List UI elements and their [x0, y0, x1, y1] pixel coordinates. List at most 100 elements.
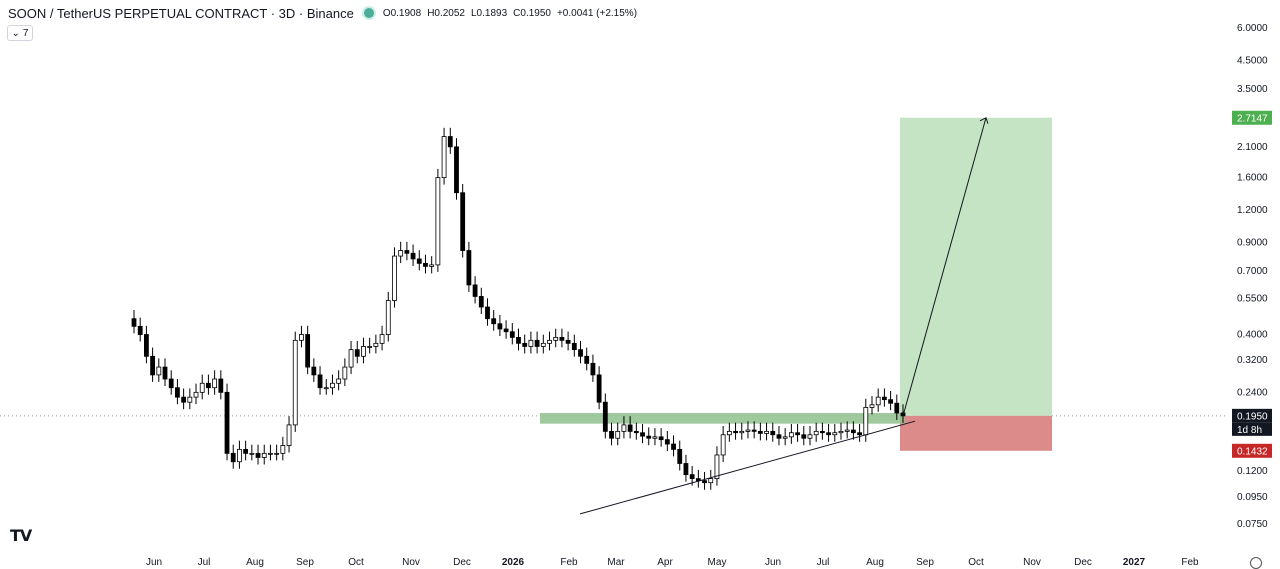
candle: [726, 422, 732, 442]
candle: [850, 421, 856, 440]
candle-body: [137, 325, 143, 335]
target-price-badge-text: 2.7147: [1237, 113, 1268, 124]
candle-body: [206, 382, 211, 389]
candle: [230, 444, 236, 469]
candle-body: [144, 334, 149, 357]
candle: [807, 426, 813, 446]
candle: [714, 446, 720, 486]
candle-body: [875, 396, 881, 406]
y-tick-label: 0.7000: [1237, 266, 1268, 277]
candle: [813, 422, 819, 442]
x-tick-label: Dec: [1074, 557, 1092, 568]
candle: [175, 379, 180, 405]
candle-body: [733, 430, 738, 434]
candle-body: [286, 424, 292, 446]
settings-gear-icon[interactable]: [1250, 557, 1262, 569]
candle-body: [714, 454, 720, 480]
candle-body: [156, 366, 162, 376]
candle: [367, 337, 373, 354]
candle: [658, 428, 664, 447]
candle-body: [230, 452, 236, 463]
candle-body: [168, 378, 174, 389]
candle: [224, 383, 230, 461]
target-zone: [900, 117, 1052, 416]
chart-header: SOON / TetherUS PERPETUAL CONTRACT · 3D …: [8, 4, 637, 22]
candle: [187, 388, 193, 410]
candle-body: [590, 362, 596, 376]
candle-body: [726, 430, 732, 436]
x-tick-label: Sep: [916, 557, 934, 568]
candle: [237, 440, 242, 469]
candle-body: [435, 177, 441, 266]
open-value: O0.1908: [382, 7, 422, 19]
candle: [627, 416, 633, 439]
candle: [528, 331, 534, 354]
x-tick-label: Oct: [968, 557, 984, 568]
candle: [671, 435, 676, 457]
candle: [206, 374, 211, 395]
candle-body: [485, 306, 490, 320]
ohlc-readout: O0.1908 H0.2052 L0.1893 C0.1950 +0.0041 …: [383, 8, 637, 19]
candle: [621, 416, 627, 439]
candle-body: [323, 387, 329, 390]
candle: [776, 426, 782, 446]
x-tick-label: Aug: [866, 557, 884, 568]
candle-body: [162, 366, 168, 380]
candle: [578, 340, 583, 364]
stop-price-badge-bg: [1232, 443, 1272, 458]
candle-body: [218, 378, 224, 393]
candle: [869, 396, 875, 415]
candle-body: [447, 136, 453, 148]
x-tick-label: Jun: [146, 557, 162, 568]
candle-body: [379, 334, 385, 344]
stop-price-badge-text: 0.1432: [1237, 446, 1268, 457]
y-tick-label: 0.0750: [1237, 519, 1268, 530]
x-tick-label: Aug: [246, 557, 264, 568]
candle-body: [497, 323, 503, 330]
x-tick-label: Jul: [817, 557, 830, 568]
candle-body: [460, 192, 466, 251]
candle: [317, 366, 323, 395]
candle-body: [602, 401, 608, 432]
candle: [305, 325, 311, 375]
candle-body: [788, 432, 794, 438]
candle: [168, 370, 174, 395]
x-tick-label: Oct: [348, 557, 364, 568]
candle: [838, 422, 844, 440]
candle: [677, 440, 683, 471]
candle: [708, 469, 714, 490]
candle-body: [348, 349, 354, 368]
candle-body: [249, 452, 255, 455]
candle: [243, 440, 249, 461]
candle: [733, 422, 738, 440]
candle-body: [745, 429, 751, 432]
candle: [844, 421, 850, 439]
y-tick-label: 0.3200: [1237, 355, 1268, 366]
candle-body: [832, 432, 838, 436]
indicator-collapse-button[interactable]: ⌄ 7: [7, 25, 33, 41]
x-tick-label: Mar: [607, 557, 625, 568]
candle-body: [565, 339, 571, 344]
candle-body: [739, 430, 745, 434]
candle: [720, 426, 726, 462]
candle: [268, 444, 273, 461]
candle-body: [255, 452, 261, 458]
candle: [751, 421, 757, 439]
candle: [522, 334, 528, 354]
candle-body: [454, 146, 459, 194]
candle: [212, 370, 218, 395]
candle-body: [491, 318, 497, 325]
support-zone: [540, 412, 905, 424]
candle: [181, 388, 187, 410]
candle-body: [559, 336, 565, 341]
change-value: +0.0041 (+2.15%): [556, 7, 638, 19]
candle-body: [224, 391, 230, 454]
candle: [323, 379, 329, 395]
current-price-badge-text: 0.1950: [1237, 411, 1268, 422]
candle: [423, 254, 428, 274]
symbol-title[interactable]: SOON / TetherUS PERPETUAL CONTRACT · 3D …: [8, 5, 354, 21]
candle: [379, 325, 385, 351]
projection-arrow: [902, 117, 987, 416]
candle: [274, 444, 280, 461]
